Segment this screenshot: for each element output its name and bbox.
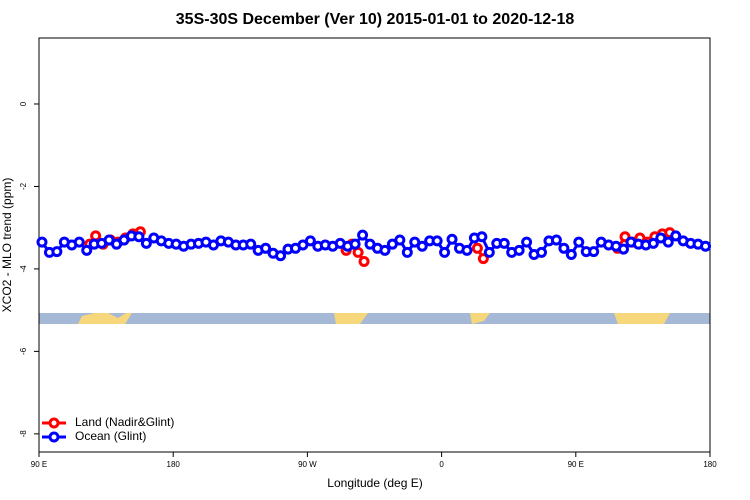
x-tick-label: 180 xyxy=(167,460,181,469)
data-point xyxy=(498,237,510,249)
data-point xyxy=(565,248,577,260)
legend-label: Land (Nadir&Glint) xyxy=(75,415,174,429)
data-point xyxy=(439,246,451,258)
y-axis-label: XCO2 - MLO trend (ppm) xyxy=(0,178,14,313)
data-point xyxy=(379,244,391,256)
data-point xyxy=(36,236,48,248)
data-point xyxy=(260,242,272,254)
data-point xyxy=(461,244,473,256)
data-point xyxy=(446,233,458,245)
legend-marker xyxy=(48,417,60,429)
data-point xyxy=(401,246,413,258)
x-tick-label: 90 W xyxy=(298,460,317,469)
data-point xyxy=(483,246,495,258)
x-axis-label: Longitude (deg E) xyxy=(327,476,422,490)
data-point xyxy=(477,253,489,265)
y-tick-label: -2 xyxy=(19,182,28,190)
data-point xyxy=(662,236,674,248)
data-point xyxy=(471,242,483,254)
data-point xyxy=(588,246,600,258)
data-point xyxy=(558,242,570,254)
data-point xyxy=(90,230,102,242)
data-point xyxy=(476,231,488,243)
x-tick-label: 90 E xyxy=(568,460,584,469)
y-tick-label: 0 xyxy=(19,101,28,106)
data-point xyxy=(275,250,287,262)
data-point xyxy=(618,243,630,255)
data-point xyxy=(573,236,585,248)
y-tick-label: -4 xyxy=(19,265,28,273)
data-point xyxy=(431,235,443,247)
chart-title: 35S-30S December (Ver 10) 2015-01-01 to … xyxy=(176,11,575,28)
x-tick-label: 180 xyxy=(703,460,717,469)
data-point xyxy=(647,237,659,249)
legend-marker xyxy=(48,431,60,443)
y-tick-label: -6 xyxy=(19,347,28,355)
data-point xyxy=(513,244,525,256)
data-point xyxy=(357,229,369,241)
data-point xyxy=(304,235,316,247)
data-point xyxy=(140,237,152,249)
x-tick-label: 90 E xyxy=(31,460,47,469)
legend-label: Ocean (Glint) xyxy=(75,429,146,443)
data-point xyxy=(51,246,63,258)
map-strip xyxy=(39,313,710,324)
data-point xyxy=(349,238,361,250)
x-tick-label: 0 xyxy=(439,460,444,469)
data-point xyxy=(245,238,257,250)
data-point xyxy=(536,246,548,258)
data-point xyxy=(550,234,562,246)
data-point xyxy=(416,240,428,252)
data-point xyxy=(73,236,85,248)
data-point xyxy=(394,234,406,246)
data-point xyxy=(670,230,682,242)
data-point xyxy=(133,231,145,243)
data-point xyxy=(700,240,712,252)
y-tick-label: -8 xyxy=(19,430,28,438)
data-point xyxy=(521,236,533,248)
data-point xyxy=(81,244,93,256)
data-point xyxy=(358,255,370,267)
